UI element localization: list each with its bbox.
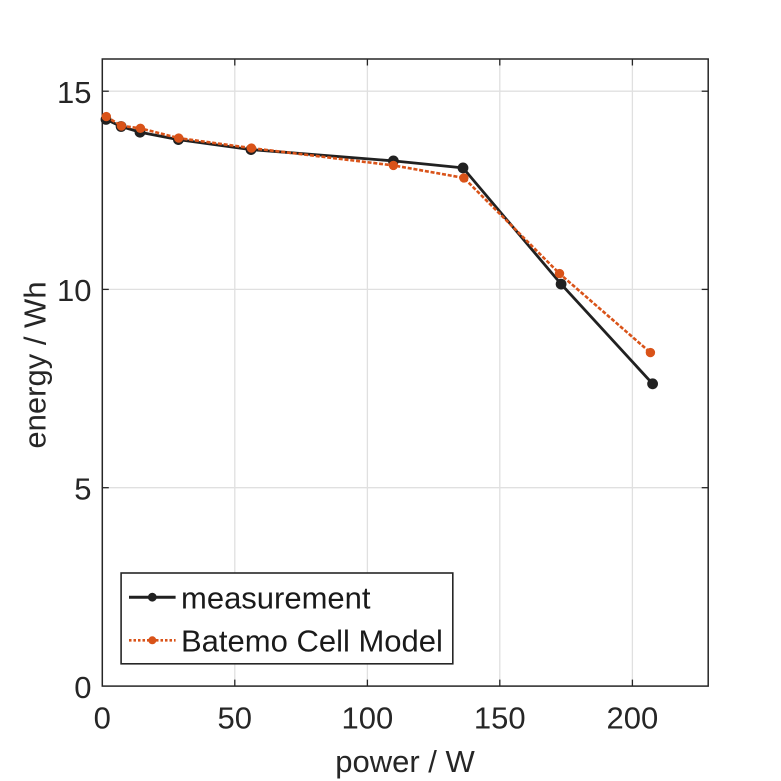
svg-text:power / W: power / W: [335, 744, 475, 779]
svg-text:10: 10: [57, 273, 91, 308]
svg-text:5: 5: [74, 472, 91, 507]
svg-text:100: 100: [342, 701, 394, 736]
svg-text:150: 150: [474, 701, 526, 736]
svg-text:measurement: measurement: [181, 580, 371, 615]
svg-text:energy / Wh: energy / Wh: [18, 281, 53, 448]
svg-text:15: 15: [57, 75, 91, 110]
svg-text:50: 50: [218, 701, 252, 736]
svg-text:0: 0: [74, 670, 91, 705]
svg-text:Batemo Cell Model: Batemo Cell Model: [181, 623, 443, 658]
svg-text:0: 0: [94, 701, 111, 736]
svg-text:200: 200: [607, 701, 659, 736]
